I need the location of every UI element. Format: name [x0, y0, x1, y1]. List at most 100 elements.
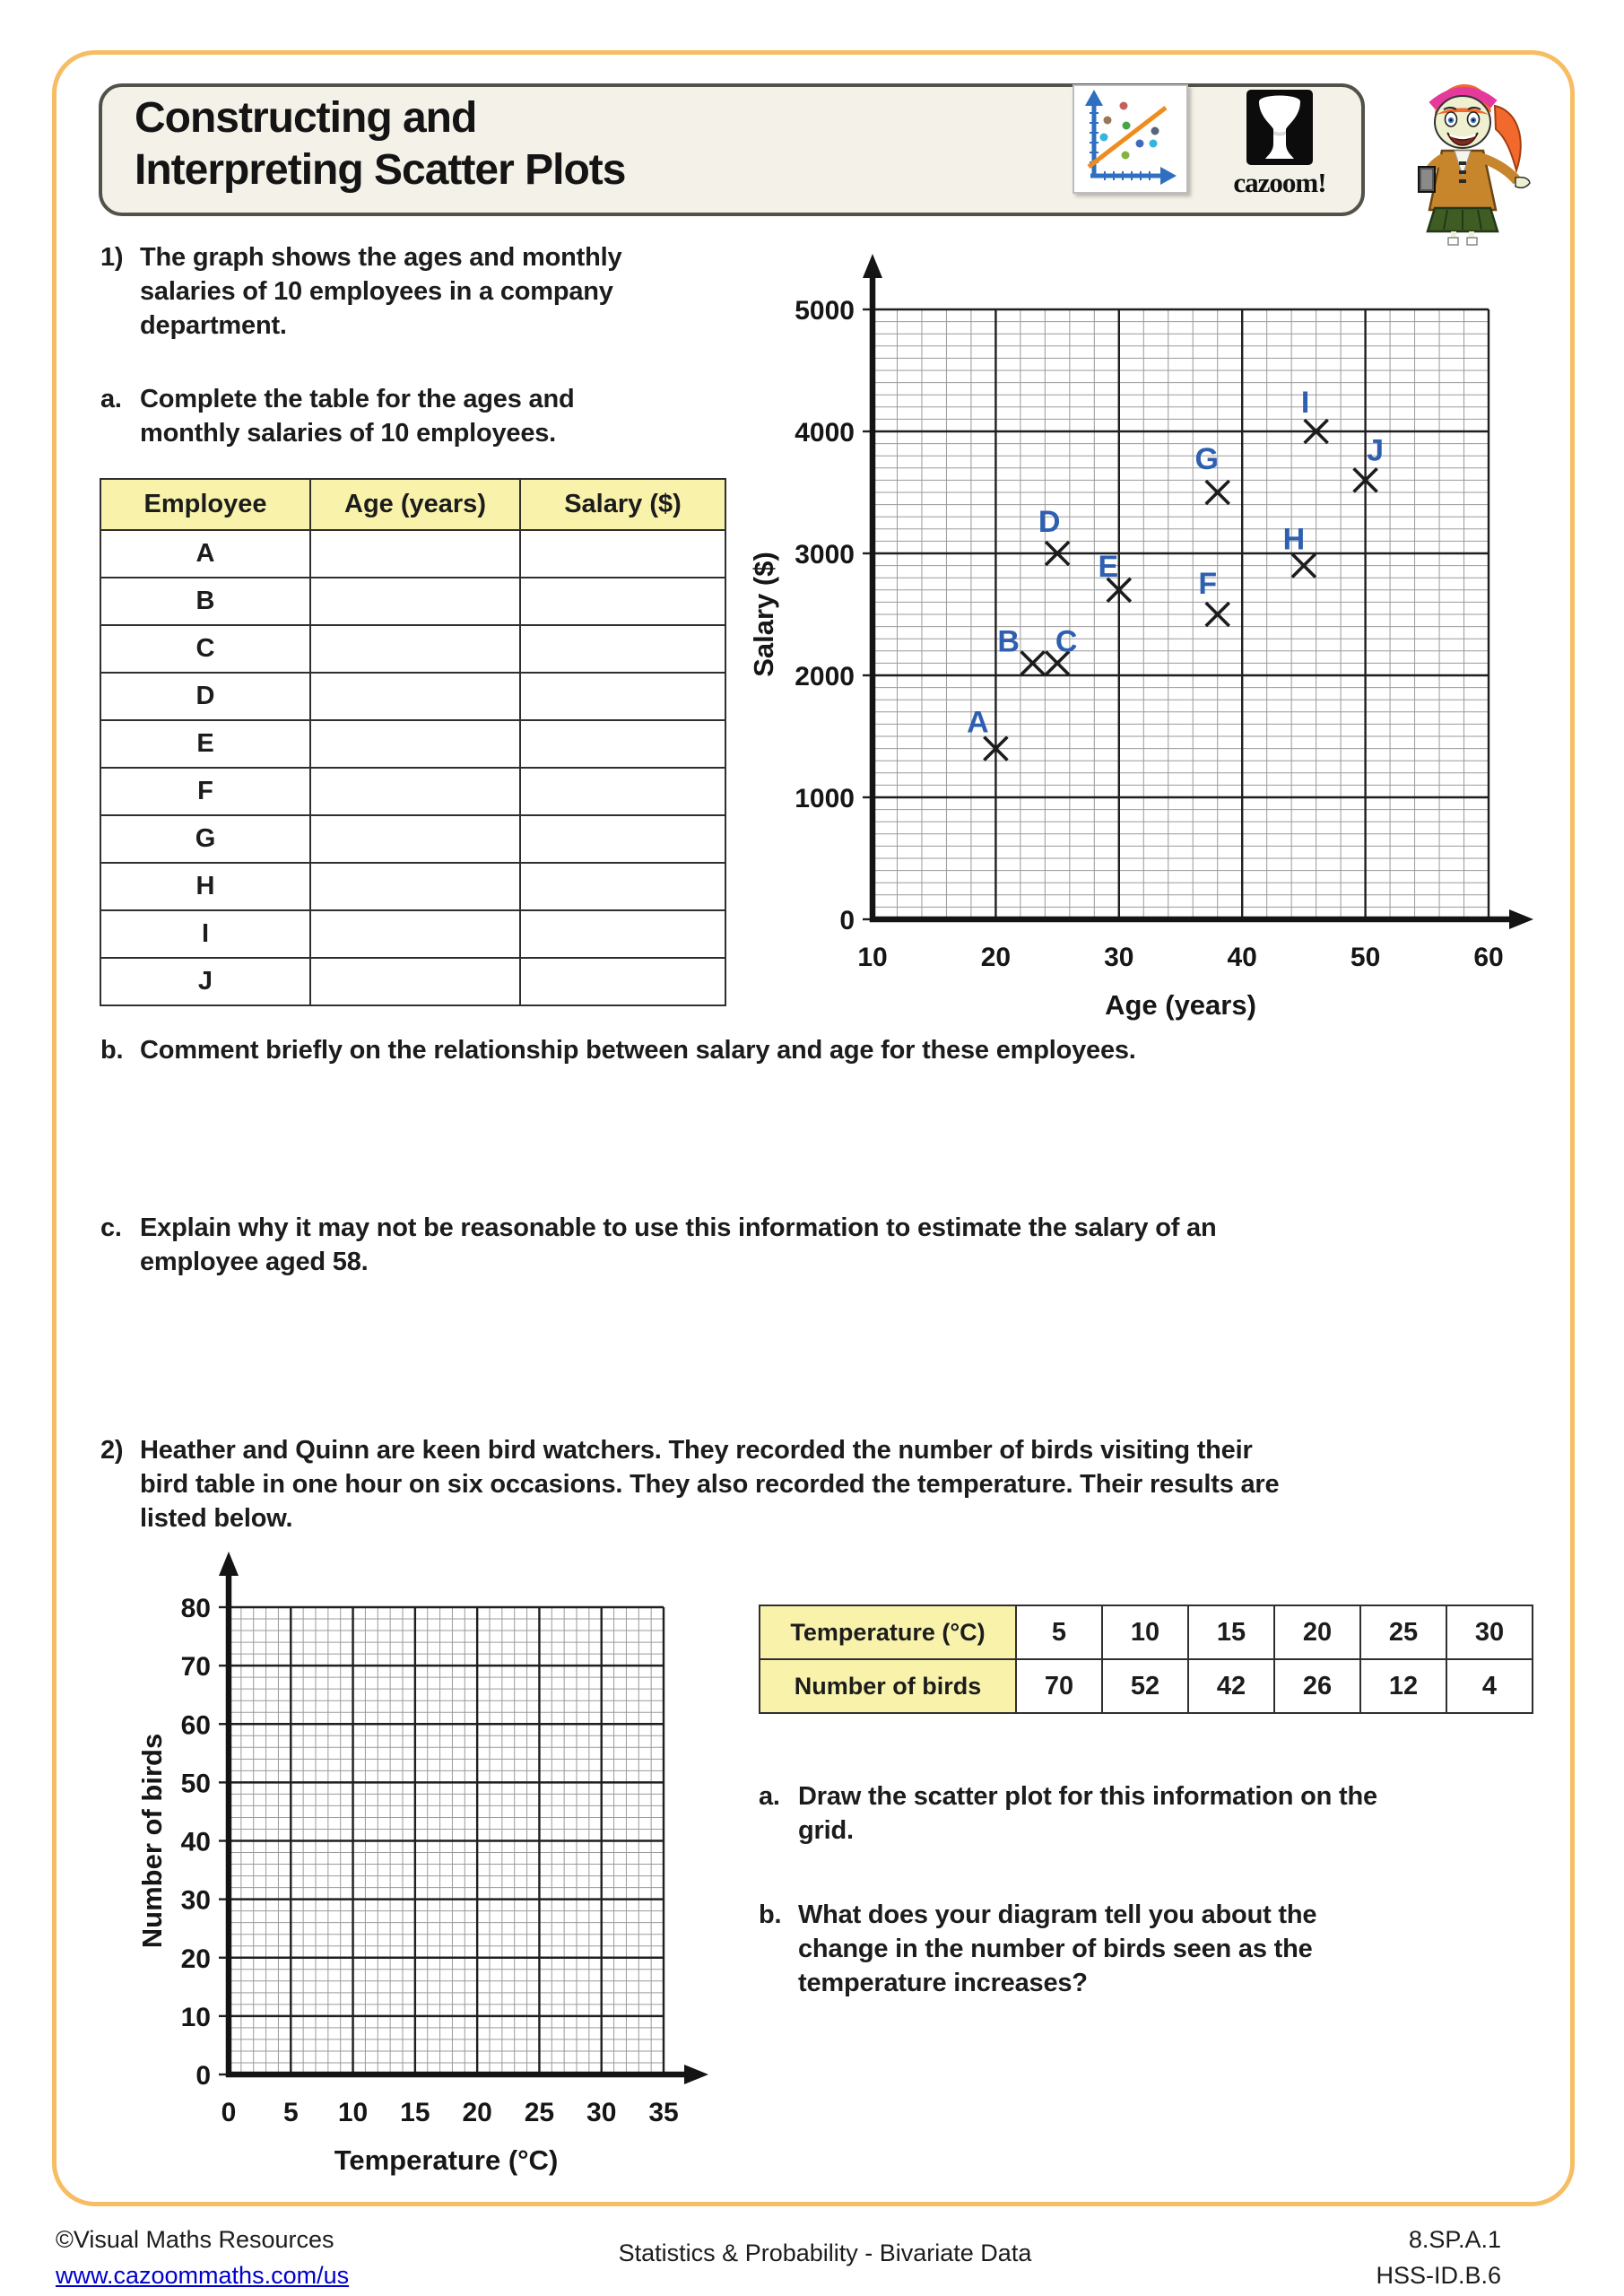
svg-text:Number of birds: Number of birds: [136, 1734, 168, 1948]
svg-text:10: 10: [181, 2003, 211, 2032]
table-row: D: [100, 672, 726, 721]
svg-text:0: 0: [221, 2098, 237, 2127]
question-1-number: 1): [100, 243, 124, 272]
question-1: 1) The graph shows the ages and monthly …: [100, 240, 764, 343]
svg-text:35: 35: [648, 2098, 678, 2127]
table-row: B: [100, 577, 726, 626]
svg-text:80: 80: [181, 1594, 211, 1623]
age-input-cell[interactable]: [309, 672, 521, 721]
standard-code-2: HSS-ID.B.6: [1376, 2262, 1501, 2289]
cazoom-logo-text: cazoom!: [1233, 167, 1326, 198]
svg-text:E: E: [1098, 550, 1118, 584]
question-2-text: Heather and Quinn are keen bird watchers…: [140, 1436, 1280, 1533]
question-2a-text: Draw the scatter plot for this informati…: [798, 1782, 1377, 1845]
footer-topic: Statistics & Probability - Bivariate Dat…: [618, 2239, 1032, 2266]
svg-text:5: 5: [283, 2098, 299, 2127]
salary-input-cell[interactable]: [519, 909, 726, 959]
question-1a-text: Complete the table for the ages and mont…: [140, 385, 575, 448]
age-input-cell[interactable]: [309, 814, 521, 864]
svg-text:C: C: [1055, 624, 1078, 658]
svg-text:15: 15: [400, 2098, 430, 2127]
scatter-plot-icon: [1073, 84, 1188, 194]
salary-input-cell[interactable]: [519, 577, 726, 626]
table-row: Number of birds 70 52 42 26 12 4: [759, 1658, 1533, 1714]
temperature-row-label: Temperature (°C): [759, 1605, 1017, 1660]
age-input-cell[interactable]: [309, 719, 521, 769]
question-1b-letter: b.: [100, 1036, 124, 1065]
question-1-text: The graph shows the ages and monthly sal…: [140, 243, 622, 340]
birds-row-label: Number of birds: [759, 1658, 1017, 1714]
standard-code-1: 8.SP.A.1: [1408, 2226, 1501, 2253]
copyright-text: ©Visual Maths Resources: [56, 2226, 334, 2253]
svg-text:Temperature (°C): Temperature (°C): [334, 2144, 559, 2176]
svg-text:Age (years): Age (years): [1105, 989, 1256, 1021]
table-row: G: [100, 814, 726, 864]
question-1a: a. Complete the table for the ages and m…: [100, 382, 764, 450]
website-link[interactable]: www.cazoommaths.com/us: [56, 2262, 350, 2289]
question-1c: c. Explain why it may not be reasonable …: [100, 1211, 1499, 1279]
salary-input-cell[interactable]: [519, 672, 726, 721]
table-row: I: [100, 909, 726, 959]
cazoom-logo: cazoom!: [1220, 90, 1340, 199]
svg-text:40: 40: [1228, 943, 1257, 972]
svg-text:20: 20: [462, 2098, 491, 2127]
footer-standard-codes: 8.SP.A.1 HSS-ID.B.6: [1277, 2222, 1501, 2293]
salary-scatter-chart: 0 1000 2000 3000 4000 5000 10 20 30 40 50 60 Age (ye…: [748, 254, 1533, 1021]
table-row: A: [100, 529, 726, 578]
footer-attribution: ©Visual Maths Resources www.cazoommaths.…: [56, 2222, 349, 2293]
age-input-cell[interactable]: [309, 624, 521, 674]
salary-input-cell[interactable]: [519, 529, 726, 578]
svg-text:I: I: [1301, 386, 1309, 420]
age-input-cell[interactable]: [309, 909, 521, 959]
svg-text:4000: 4000: [795, 418, 855, 448]
question-2a: a. Draw the scatter plot for this inform…: [759, 1779, 1548, 1848]
age-input-cell[interactable]: [309, 862, 521, 911]
question-1b-text: Comment briefly on the relationship betw…: [140, 1036, 1136, 1065]
question-2b: b. What does your diagram tell you about…: [759, 1898, 1548, 2000]
salary-input-cell[interactable]: [519, 767, 726, 816]
question-2-number: 2): [100, 1436, 124, 1465]
question-2: 2) Heather and Quinn are keen bird watch…: [100, 1433, 1526, 1535]
svg-text:20: 20: [981, 943, 1011, 972]
svg-text:20: 20: [181, 1944, 211, 1974]
question-2a-letter: a.: [759, 1782, 780, 1811]
employee-table: Employee Age (years) Salary ($) A B C D …: [100, 478, 726, 1006]
birds-table: Temperature (°C) 5 10 15 20 25 30 Number…: [759, 1605, 1533, 1714]
svg-text:D: D: [1038, 505, 1061, 539]
svg-text:30: 30: [181, 1886, 211, 1916]
svg-text:B: B: [997, 624, 1020, 658]
svg-text:60: 60: [181, 1710, 211, 1740]
svg-text:G: G: [1194, 442, 1218, 476]
question-2b-text: What does your diagram tell you about th…: [798, 1900, 1317, 1997]
age-input-cell[interactable]: [309, 957, 521, 1006]
svg-text:2000: 2000: [795, 662, 855, 691]
svg-text:10: 10: [338, 2098, 368, 2127]
age-input-cell[interactable]: [309, 577, 521, 626]
age-input-cell[interactable]: [309, 767, 521, 816]
salary-input-cell[interactable]: [519, 957, 726, 1006]
svg-text:F: F: [1198, 567, 1217, 601]
question-1c-letter: c.: [100, 1213, 122, 1242]
salary-input-cell[interactable]: [519, 719, 726, 769]
salary-input-cell[interactable]: [519, 814, 726, 864]
svg-text:1000: 1000: [795, 784, 855, 813]
svg-text:Salary ($): Salary ($): [748, 552, 779, 677]
cazoom-drum-icon: [1246, 90, 1313, 165]
salary-table-header: Salary ($): [519, 478, 726, 531]
salary-input-cell[interactable]: [519, 624, 726, 674]
table-row: J: [100, 957, 726, 1006]
salary-input-cell[interactable]: [519, 862, 726, 911]
svg-text:30: 30: [586, 2098, 616, 2127]
svg-text:H: H: [1283, 523, 1306, 557]
table-row: H: [100, 862, 726, 911]
page-title-line2: Interpreting Scatter Plots: [135, 146, 626, 194]
employee-table-header-row: Employee Age (years) Salary ($): [100, 478, 726, 531]
page-title: Constructing and Interpreting Scatter Pl…: [135, 92, 626, 196]
page-title-line1: Constructing and: [135, 94, 477, 142]
svg-text:70: 70: [181, 1652, 211, 1682]
age-input-cell[interactable]: [309, 529, 521, 578]
page-border: [52, 50, 1575, 2206]
table-row: F: [100, 767, 726, 816]
table-row: E: [100, 719, 726, 769]
question-1a-letter: a.: [100, 385, 122, 413]
